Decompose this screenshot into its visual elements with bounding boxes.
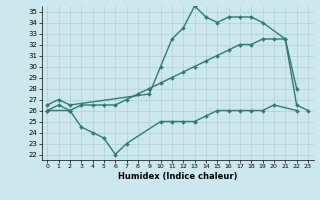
X-axis label: Humidex (Indice chaleur): Humidex (Indice chaleur) [118, 172, 237, 181]
